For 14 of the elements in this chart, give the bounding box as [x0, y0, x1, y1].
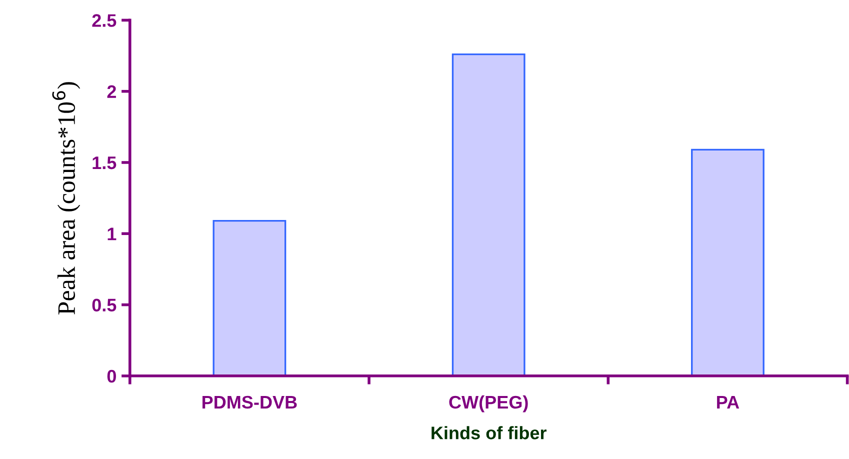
bar	[452, 54, 526, 376]
y-tick-label: 0.5	[92, 298, 116, 312]
x-tick-label: CW(PEG)	[449, 395, 528, 412]
y-tick-label: 2.5	[92, 14, 116, 27]
y-tick-label: 1	[108, 228, 116, 240]
bar	[691, 148, 764, 376]
y-tick-label: 0	[107, 370, 116, 383]
x-axis-title: Kinds of fiber	[432, 426, 547, 440]
x-tick-label: PDMS-DVB	[202, 396, 297, 409]
y-tick-label: 2	[107, 85, 116, 98]
y-tick-label: 1.5	[92, 156, 116, 170]
y-axis-title: Peak area (counts*10$^{6}$)	[52, 82, 80, 314]
bar	[212, 220, 286, 376]
x-tick-label: PA	[717, 396, 740, 408]
